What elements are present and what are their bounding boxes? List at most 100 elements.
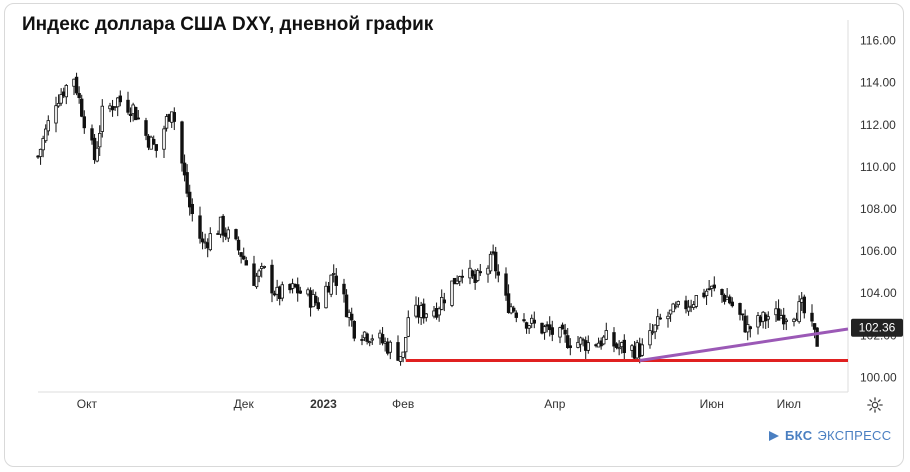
candle-body-up: [59, 94, 63, 104]
candle: [458, 275, 462, 286]
candle-body-down: [154, 144, 158, 151]
candles: [36, 72, 819, 366]
candle: [380, 327, 385, 346]
candle-body-up: [581, 339, 585, 341]
candle: [144, 117, 148, 141]
candle: [368, 340, 372, 347]
candle: [41, 135, 45, 158]
candle: [604, 322, 608, 340]
candle: [494, 246, 498, 279]
candle: [257, 268, 261, 283]
candle: [658, 313, 662, 320]
candle-body-up: [38, 148, 43, 157]
candle: [504, 267, 508, 301]
candle-body-down: [740, 313, 745, 316]
candle: [522, 313, 526, 323]
candle-body-up: [257, 270, 261, 277]
candle: [440, 289, 444, 311]
candle-body-down: [460, 275, 464, 278]
candle-body-down: [380, 334, 385, 344]
candle-body-down: [422, 303, 426, 319]
candle: [812, 323, 817, 339]
candle-body-down: [612, 332, 616, 347]
candle: [134, 106, 138, 121]
candle-body-down: [316, 302, 320, 309]
candle: [59, 88, 63, 106]
x-tick-label: Июн: [700, 397, 724, 411]
candle: [154, 144, 158, 158]
candle: [650, 323, 655, 336]
candle: [100, 99, 104, 138]
candle: [200, 231, 205, 250]
candle: [74, 72, 79, 96]
candle-body-up: [640, 344, 644, 356]
candle: [743, 309, 747, 333]
gear-icon[interactable]: [866, 396, 884, 414]
candle-body-down: [478, 271, 482, 274]
candle: [640, 338, 644, 357]
candle: [766, 311, 770, 328]
candle: [296, 277, 300, 302]
candle-body-up: [440, 296, 444, 310]
candle: [239, 251, 243, 264]
candle: [612, 327, 616, 353]
candle: [712, 276, 716, 292]
candle: [478, 264, 482, 276]
candle-body-up: [527, 325, 531, 329]
candle: [684, 295, 688, 314]
candle: [162, 125, 166, 159]
candle-body-up: [162, 128, 166, 150]
candle: [126, 91, 130, 115]
candle: [548, 316, 552, 337]
candle: [342, 278, 346, 303]
candle: [586, 335, 590, 354]
candle-body-up: [450, 280, 454, 306]
candle: [815, 327, 819, 347]
candle: [442, 292, 446, 312]
candle: [388, 340, 392, 360]
candle-body-up: [398, 356, 403, 362]
x-axis: Окт Дек 2023 Фев Апр Июн Июл: [38, 391, 848, 411]
candle: [396, 335, 400, 361]
candle: [648, 323, 652, 349]
candle-body-up: [54, 105, 58, 124]
candle: [614, 342, 619, 350]
candle-body-up: [586, 342, 590, 351]
candle: [422, 298, 426, 324]
candle-body-down: [707, 288, 711, 291]
last-price-marker: 102.36: [851, 318, 903, 337]
candle: [324, 281, 328, 309]
candle-body-up: [208, 233, 212, 251]
y-tick-label: 110.00: [860, 160, 896, 174]
candle-body-down: [560, 324, 565, 330]
candle-body-down: [298, 290, 302, 294]
candle-body-up: [437, 308, 441, 316]
candle: [172, 107, 176, 131]
candle-body-up: [576, 341, 580, 348]
candle: [190, 198, 194, 222]
candle-body-down: [198, 215, 202, 239]
candle-body-down: [810, 312, 814, 322]
candle: [280, 281, 284, 302]
candle-body-down: [512, 307, 516, 312]
candle-body-down: [738, 303, 742, 315]
candle-body-down: [180, 121, 184, 164]
candle-body-down: [234, 229, 238, 240]
last-price-box: [851, 318, 903, 337]
candle-body-up: [604, 330, 608, 340]
candle-body-up: [578, 337, 583, 345]
candle: [401, 351, 405, 363]
candle-body-up: [617, 347, 621, 350]
candle-body-up: [370, 338, 374, 341]
brand-name-bold: БКС: [785, 428, 813, 443]
candle-body-up: [95, 147, 99, 162]
candle: [470, 269, 475, 279]
candle-body-up: [401, 351, 405, 358]
candle-body-down: [128, 113, 133, 116]
candle-body-up: [656, 316, 660, 326]
candle-body-down: [743, 315, 747, 333]
candle-body-up: [653, 324, 657, 333]
candle-body-down: [182, 162, 187, 176]
candle: [95, 141, 99, 163]
